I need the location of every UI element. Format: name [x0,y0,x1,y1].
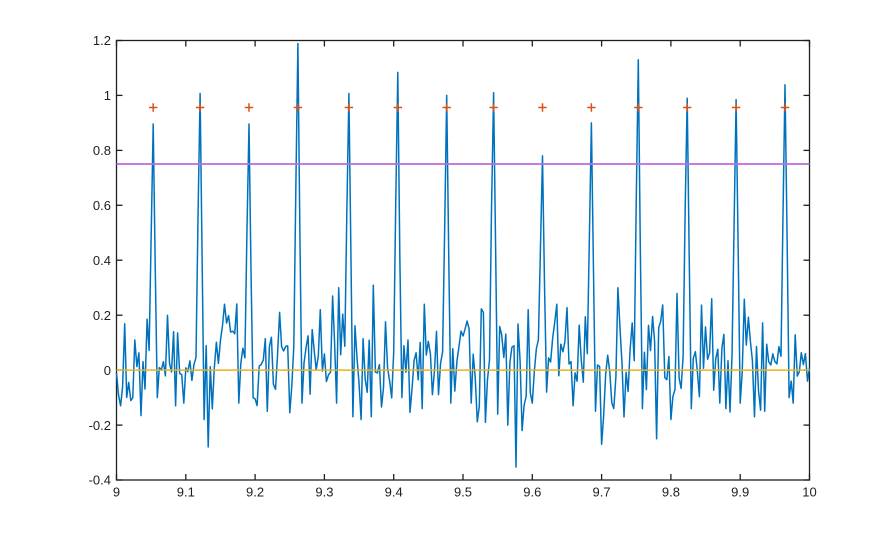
svg-text:9.6: 9.6 [523,485,541,500]
svg-text:9.4: 9.4 [385,485,403,500]
svg-text:-0.4: -0.4 [89,473,111,488]
svg-text:0.4: 0.4 [93,253,111,268]
svg-text:10: 10 [802,485,816,500]
svg-text:9.5: 9.5 [454,485,472,500]
svg-text:9.9: 9.9 [731,485,749,500]
svg-text:9.7: 9.7 [593,485,611,500]
svg-text:0.8: 0.8 [93,143,111,158]
svg-text:9.8: 9.8 [662,485,680,500]
svg-text:9.1: 9.1 [177,485,195,500]
svg-text:9.3: 9.3 [315,485,333,500]
svg-text:0: 0 [104,363,111,378]
svg-text:-0.2: -0.2 [89,418,111,433]
svg-text:9: 9 [113,485,120,500]
svg-text:9.2: 9.2 [246,485,264,500]
svg-text:1.2: 1.2 [93,33,111,48]
svg-text:0.6: 0.6 [93,198,111,213]
svg-text:1: 1 [104,88,111,103]
svg-text:0.2: 0.2 [93,308,111,323]
